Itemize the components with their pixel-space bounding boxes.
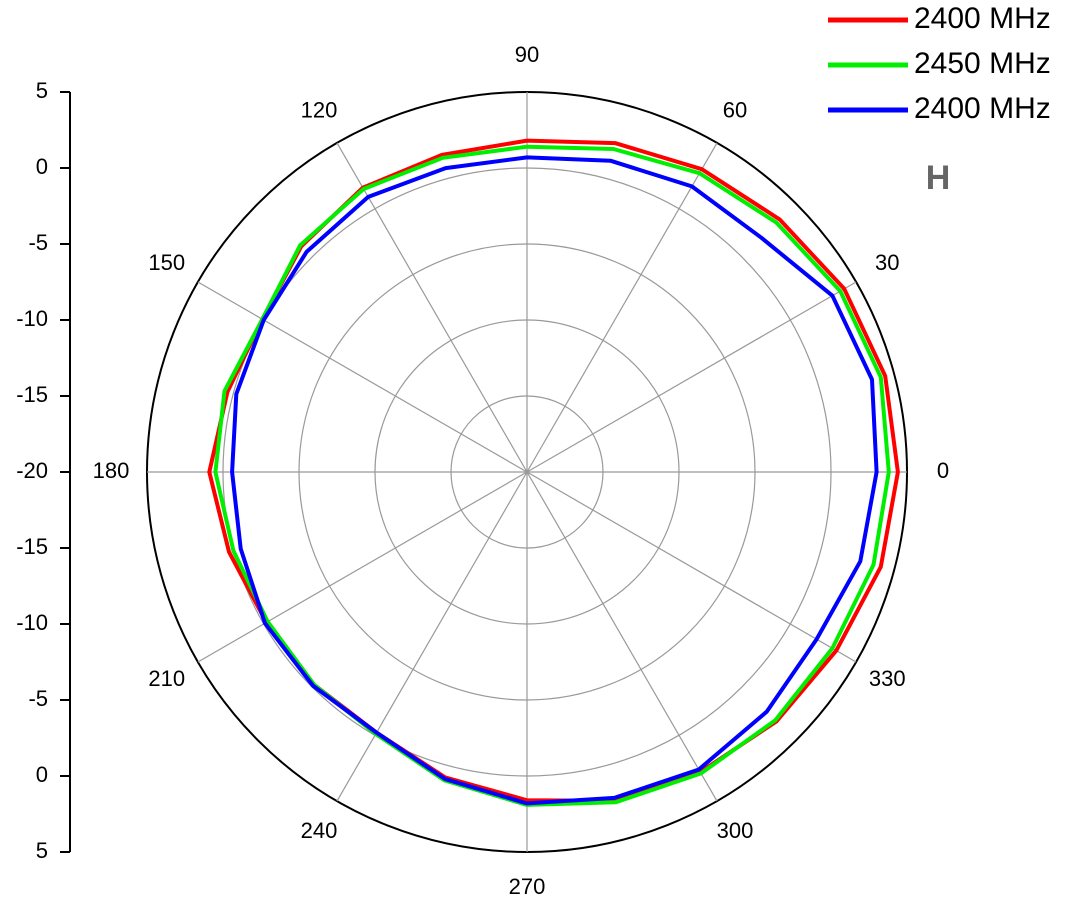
radial-tick-label: -10	[16, 306, 48, 331]
radial-tick-label: -15	[16, 382, 48, 407]
legend-label: 2400 MHz	[914, 92, 1051, 125]
grid-spoke	[336, 142, 528, 473]
legend-label: 2400 MHz	[914, 2, 1051, 35]
angle-tick-label: 0	[937, 458, 949, 483]
grid-spoke	[336, 471, 528, 802]
grid-spoke	[526, 142, 718, 473]
angle-tick-label: 120	[301, 98, 338, 123]
angle-tick-label: 30	[875, 250, 899, 275]
angle-tick-label: 270	[509, 874, 546, 899]
radial-tick-label: -15	[16, 534, 48, 559]
legend-label: 2450 MHz	[914, 47, 1051, 80]
radial-tick-label: -10	[16, 610, 48, 635]
radial-tick-label: 5	[36, 838, 48, 863]
radial-tick-label: 0	[36, 154, 48, 179]
radial-tick-label: 5	[36, 78, 48, 103]
radial-tick-label: -5	[28, 686, 48, 711]
radial-tick-label: 0	[36, 762, 48, 787]
radial-tick-label: -5	[28, 230, 48, 255]
angle-tick-label: 150	[148, 250, 185, 275]
angle-tick-label: 180	[93, 458, 130, 483]
annotation: H	[926, 159, 951, 197]
angle-tick-label: 330	[869, 666, 906, 691]
angle-tick-label: 60	[723, 98, 747, 123]
grid-spoke	[526, 471, 857, 663]
angle-tick-label: 210	[148, 666, 185, 691]
angle-tick-label: 90	[515, 42, 539, 67]
series-line	[213, 144, 891, 807]
angle-tick-label: 240	[301, 818, 338, 843]
grid-spoke	[526, 281, 857, 473]
grid-spoke	[197, 281, 528, 473]
grid-spoke	[526, 471, 718, 802]
series-line	[230, 155, 879, 806]
angle-tick-label: 300	[717, 818, 754, 843]
radial-tick-label: -20	[16, 458, 48, 483]
grid-spoke	[197, 471, 528, 663]
